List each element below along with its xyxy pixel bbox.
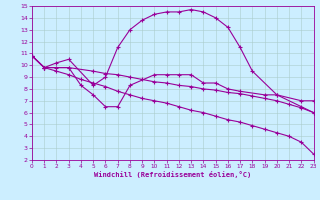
X-axis label: Windchill (Refroidissement éolien,°C): Windchill (Refroidissement éolien,°C) xyxy=(94,171,252,178)
